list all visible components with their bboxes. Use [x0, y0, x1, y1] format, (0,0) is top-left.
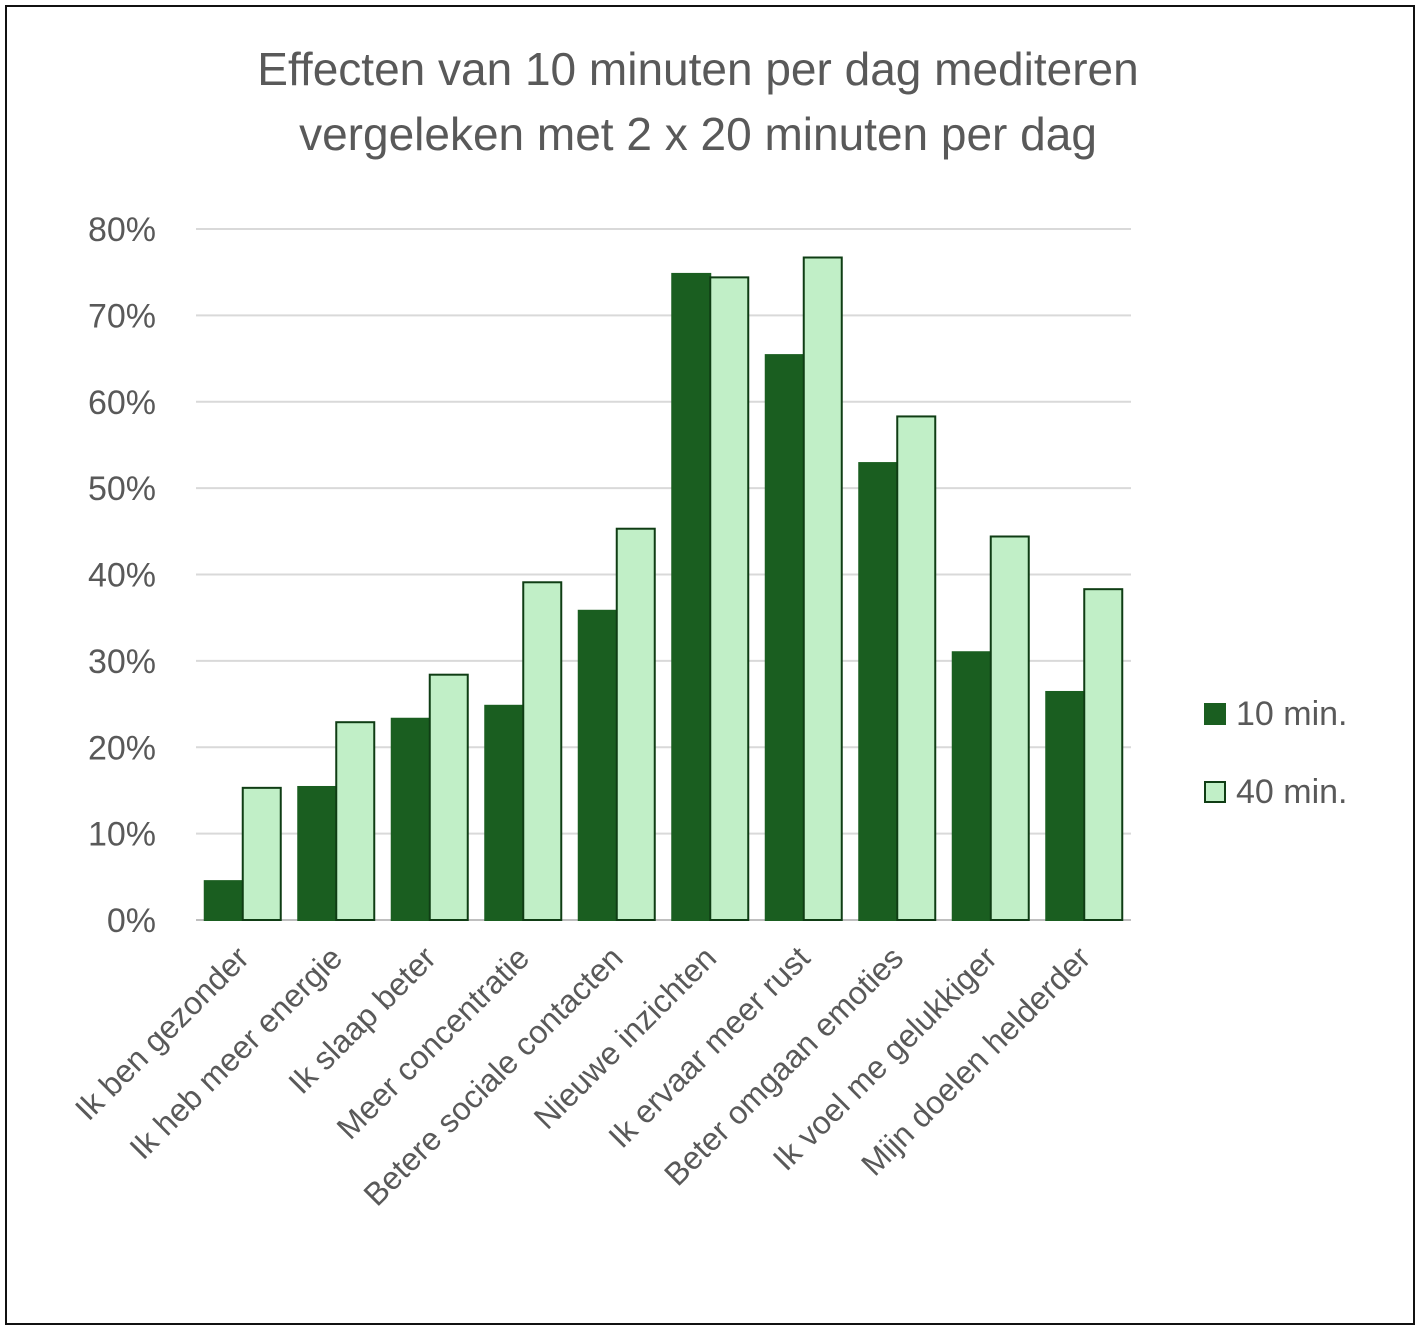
y-tick-label: 50% — [88, 470, 156, 508]
legend-label: 10 min. — [1236, 695, 1348, 733]
bar-40min — [615, 527, 656, 921]
bar-10min — [297, 785, 338, 921]
legend-label: 40 min. — [1236, 773, 1348, 811]
bar-10min — [858, 462, 899, 921]
y-tick-label: 30% — [88, 643, 156, 681]
bar-40min — [241, 786, 282, 921]
bar-40min — [1083, 588, 1124, 922]
chart-title-line-1: Effecten van 10 minuten per dag meditere… — [257, 43, 1138, 95]
legend-swatch — [1204, 703, 1226, 725]
y-tick-label: 20% — [88, 729, 156, 767]
y-tick-label: 10% — [88, 816, 156, 854]
bar-10min — [577, 609, 618, 922]
bar-40min — [335, 721, 376, 921]
bar-40min — [709, 276, 750, 921]
y-tick-label: 0% — [107, 902, 156, 940]
legend-swatch — [1204, 781, 1226, 803]
y-tick-label: 70% — [88, 297, 156, 335]
y-tick-label: 80% — [88, 211, 156, 249]
y-tick-label: 40% — [88, 557, 156, 595]
x-tick-label: Ik ben gezonder — [68, 939, 256, 1127]
bar-40min — [989, 535, 1030, 921]
y-tick-label: 60% — [88, 384, 156, 422]
chart-frame — [5, 5, 1415, 1325]
bar-10min — [484, 704, 525, 921]
bar-10min — [764, 354, 805, 922]
bar-10min — [390, 717, 431, 922]
bar-40min — [522, 581, 563, 921]
bar-10min — [951, 651, 992, 921]
bar-40min — [896, 415, 937, 921]
bar-10min — [203, 880, 244, 921]
bar-10min — [1045, 690, 1086, 921]
chart-title-line-2: vergeleken met 2 x 20 minuten per dag — [299, 108, 1097, 160]
bar-10min — [671, 272, 712, 922]
bar-40min — [802, 256, 843, 922]
bar-40min — [428, 673, 469, 921]
